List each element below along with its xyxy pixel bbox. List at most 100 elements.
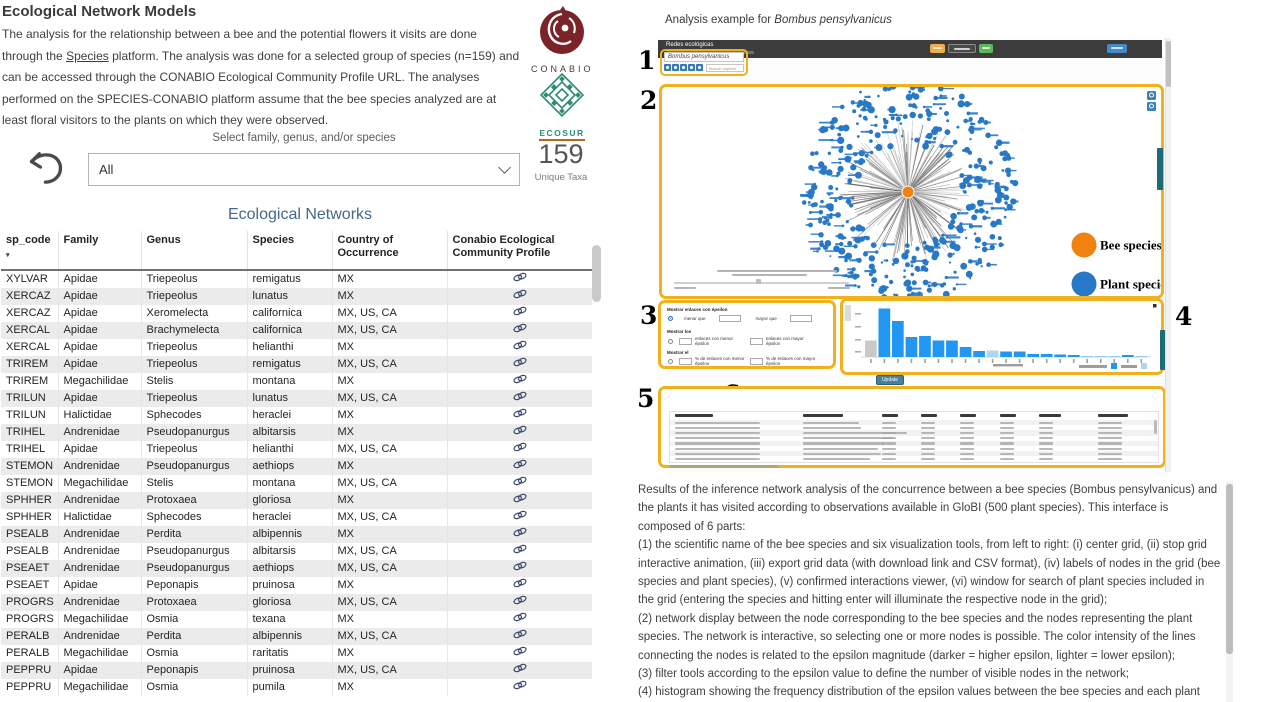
table-cell-profile-link[interactable]	[447, 594, 592, 611]
mini-table-row[interactable]	[670, 425, 1158, 430]
app-nav-chip-orange[interactable]	[930, 44, 945, 53]
table-cell-profile-link[interactable]	[447, 509, 592, 526]
filter-input-percent-high[interactable]	[750, 357, 763, 365]
link-icon[interactable]	[512, 306, 528, 316]
table-cell-profile-link[interactable]	[447, 543, 592, 560]
table-row[interactable]: PEPPRU Megachilidae Osmia pumila MX	[1, 679, 592, 696]
table-cell-profile-link[interactable]	[447, 628, 592, 645]
table-cell-profile-link[interactable]	[447, 390, 592, 407]
link-icon[interactable]	[512, 272, 528, 282]
filter-radio-epsilon-range[interactable]	[668, 316, 673, 321]
table-row[interactable]: PEPPRU Apidae Peponapis pruinosa MX, US, CA	[1, 662, 592, 679]
column-header-species[interactable]: Species	[247, 231, 333, 271]
column-header-conabio-profile[interactable]: Conabio Ecological Community Profile	[447, 231, 592, 271]
filter-input-count-high[interactable]	[750, 337, 763, 345]
table-row[interactable]: PROGRS Megachilidae Osmia texana MX	[1, 611, 592, 628]
table-cell-profile-link[interactable]	[447, 475, 592, 492]
link-icon[interactable]	[512, 680, 528, 690]
link-icon[interactable]	[512, 425, 528, 435]
table-row[interactable]: XERCAL Apidae Triepeolus helianthi MX	[1, 339, 592, 356]
app-nav-chip-green[interactable]	[979, 44, 993, 53]
back-arrow-button[interactable]	[26, 146, 66, 186]
table-cell-profile-link[interactable]	[447, 288, 592, 305]
table-cell-profile-link[interactable]	[447, 424, 592, 441]
network-panel-scrollbar-thumb[interactable]	[1157, 148, 1163, 190]
mini-table-scrollbar-thumb[interactable]	[1154, 420, 1157, 434]
mini-table-row[interactable]	[670, 430, 1158, 436]
screenshot-scrollbar-thumb[interactable]	[1166, 41, 1171, 87]
mini-table-row[interactable]	[670, 451, 1158, 457]
table-row[interactable]: STEMON Megachilidae Stelis montana MX, US, C…	[1, 475, 592, 492]
link-icon[interactable]	[512, 663, 528, 673]
filter-radio-count[interactable]	[668, 338, 673, 344]
table-row[interactable]: PSEAET Andrenidae Pseudopanurgus aethiops MX…	[1, 560, 592, 577]
filter-input-count-low[interactable]	[679, 337, 692, 345]
description-scrollbar-thumb[interactable]	[1226, 484, 1233, 654]
column-header-family[interactable]: Family	[58, 231, 142, 271]
network-zoom-buttons[interactable]	[1146, 91, 1157, 113]
table-cell-profile-link[interactable]	[447, 560, 592, 577]
bee-species-name-field[interactable]: Bombus pensylvanicus	[664, 52, 744, 62]
table-row[interactable]: SPHHER Halictidae Sphecodes heraclei MX, US,…	[1, 509, 592, 526]
link-icon[interactable]	[512, 578, 528, 588]
link-icon[interactable]	[512, 408, 528, 418]
link-icon[interactable]	[512, 646, 528, 656]
link-icon[interactable]	[512, 459, 528, 469]
link-icon[interactable]	[512, 289, 528, 299]
link-icon[interactable]	[512, 340, 528, 350]
table-row[interactable]: XERCAZ Apidae Xeromelecta californica MX, US…	[1, 305, 592, 322]
table-row[interactable]: TRIREM Apidae Triepeolus remigatus MX, US, C…	[1, 356, 592, 373]
table-row[interactable]: PSEALB Andrenidae Pseudopanurgus albitarsis…	[1, 543, 592, 560]
table-cell-profile-link[interactable]	[447, 577, 592, 594]
table-cell-profile-link[interactable]	[447, 662, 592, 679]
epsilon-histogram[interactable]	[843, 301, 1161, 372]
table-row[interactable]: PSEAET Apidae Peponapis pruinosa MX	[1, 577, 592, 594]
column-header-sp-code[interactable]: sp_code ▾	[1, 231, 59, 271]
epsilon-slider-handle[interactable]	[756, 279, 761, 284]
screenshot-scrollbar-track[interactable]	[1165, 38, 1171, 472]
table-cell-profile-link[interactable]	[447, 458, 592, 475]
table-scrollbar-thumb[interactable]	[592, 245, 601, 302]
species-platform-link[interactable]: Species	[66, 48, 109, 63]
mini-table-row[interactable]	[670, 436, 1158, 441]
table-cell-profile-link[interactable]	[447, 611, 592, 628]
center-grid-button[interactable]	[664, 64, 671, 71]
link-icon[interactable]	[512, 527, 528, 537]
interactions-mini-table[interactable]	[669, 411, 1159, 463]
table-row[interactable]: TRILUN Halictidae Sphecodes heraclei MX	[1, 407, 592, 424]
link-icon[interactable]	[512, 510, 528, 520]
table-row[interactable]: TRILUN Apidae Triepeolus lunatus MX, US, CA	[1, 390, 592, 407]
table-cell-profile-link[interactable]	[447, 441, 592, 458]
mini-table-row[interactable]	[670, 456, 1158, 461]
link-icon[interactable]	[512, 391, 528, 401]
table-row[interactable]: STEMON Andrenidae Pseudopanurgus aethiops MX	[1, 458, 592, 475]
node-labels-button[interactable]	[688, 64, 695, 71]
taxa-dropdown[interactable]: All	[88, 153, 520, 186]
link-icon[interactable]	[512, 612, 528, 622]
epsilon-slider-track[interactable]	[674, 282, 849, 284]
link-icon[interactable]	[512, 493, 528, 503]
mini-table-row[interactable]	[670, 420, 1158, 426]
link-icon[interactable]	[512, 323, 528, 333]
update-button[interactable]: Update	[876, 375, 904, 385]
table-cell-profile-link[interactable]	[447, 407, 592, 424]
plant-search-input[interactable]: Buscar especie	[706, 64, 744, 72]
link-icon[interactable]	[512, 629, 528, 639]
filter-input-percent-low[interactable]	[679, 357, 692, 365]
network-canvas[interactable]: Bee species Plant species	[662, 87, 1161, 296]
link-icon[interactable]	[512, 476, 528, 486]
mini-table-row[interactable]	[670, 446, 1158, 451]
link-icon[interactable]	[512, 442, 528, 452]
table-row[interactable]: TRIHEL Andrenidae Pseudopanurgus albitarsis…	[1, 424, 592, 441]
link-icon[interactable]	[512, 561, 528, 571]
filter-input-max[interactable]	[789, 315, 812, 322]
app-nav-chip-blue[interactable]	[1107, 44, 1127, 53]
link-icon[interactable]	[512, 544, 528, 554]
table-row[interactable]: XERCAL Apidae Brachymelecta californica MX, …	[1, 322, 592, 339]
table-cell-profile-link[interactable]	[447, 270, 592, 288]
table-row[interactable]: TRIHEL Apidae Triepeolus helianthi MX, US, C…	[1, 441, 592, 458]
export-grid-button[interactable]	[680, 64, 687, 71]
histogram-panel-scrollbar-thumb[interactable]	[1160, 330, 1166, 370]
table-row[interactable]: PROGRS Andrenidae Protoxaea gloriosa MX, US,…	[1, 594, 592, 611]
table-cell-profile-link[interactable]	[447, 356, 592, 373]
